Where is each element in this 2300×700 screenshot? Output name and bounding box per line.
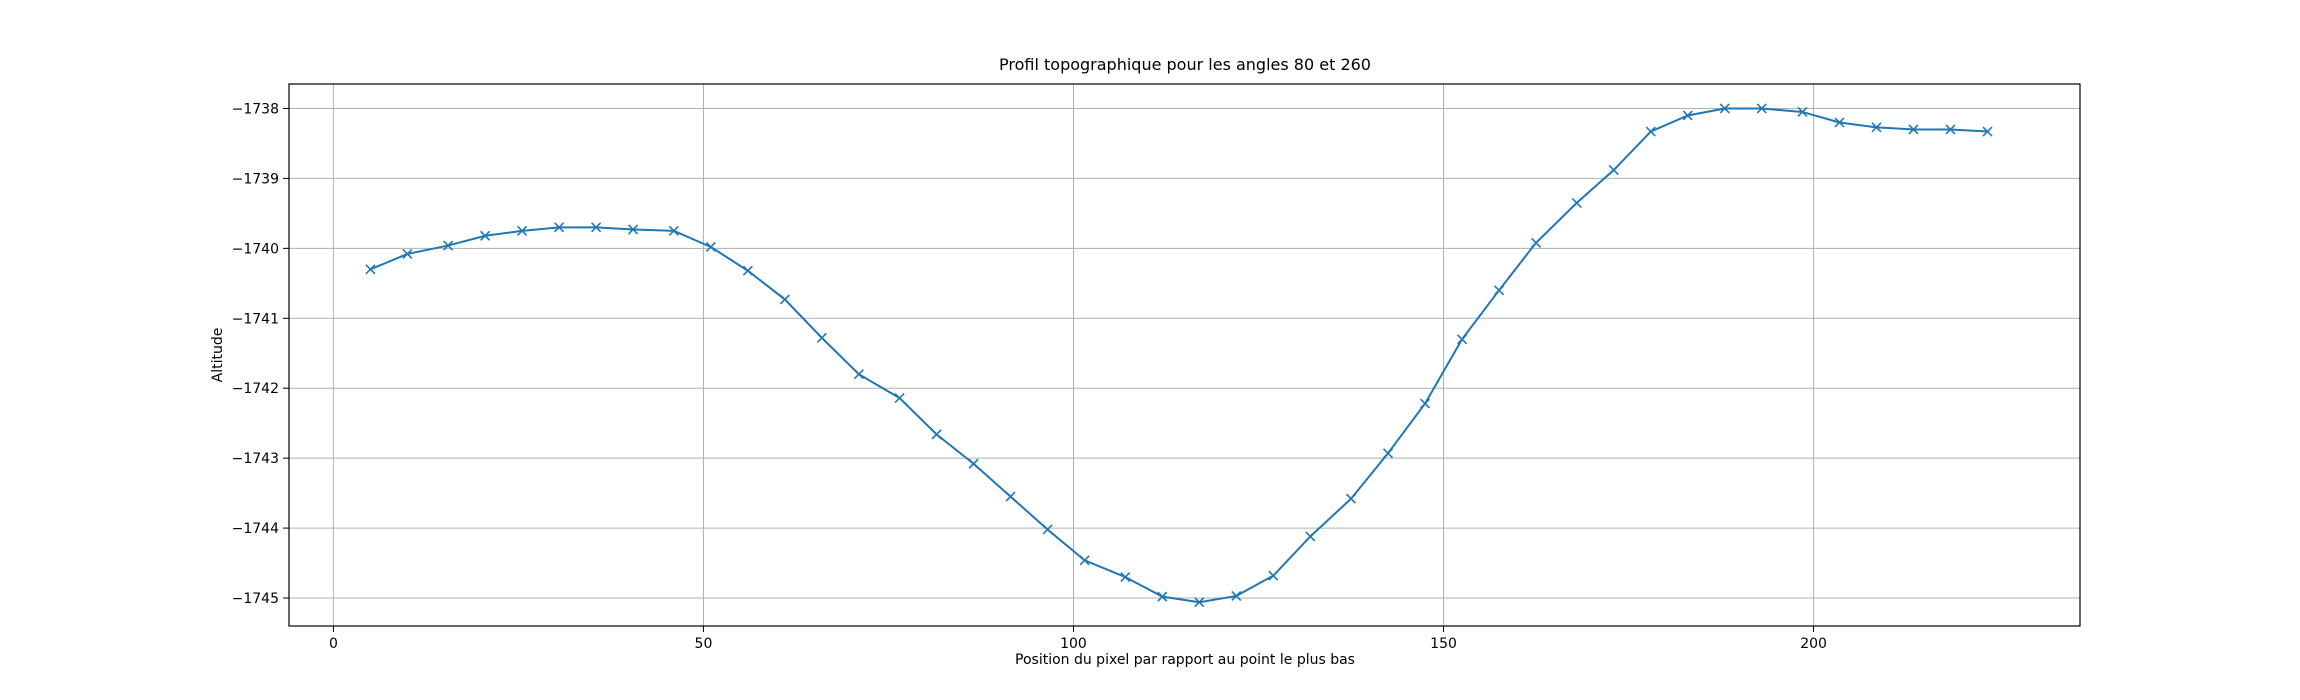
data-point-marker (853, 369, 864, 380)
data-point-marker (628, 224, 639, 235)
y-tick-label: −1744 (232, 521, 279, 537)
data-point-marker (443, 240, 454, 251)
y-tick-label: −1743 (232, 451, 279, 467)
y-tick-label: −1742 (232, 381, 279, 397)
data-point-marker (1756, 103, 1767, 114)
data-point-marker (816, 332, 827, 343)
data-point-marker (1419, 398, 1431, 409)
data-point-marker (742, 265, 753, 276)
data-point-marker (365, 264, 376, 275)
data-point-marker (968, 458, 979, 469)
data-point-marker (1571, 197, 1582, 208)
y-tick-label: −1740 (232, 241, 279, 257)
data-point-marker (1231, 590, 1242, 601)
data-point-marker (1797, 106, 1808, 118)
data-point-marker (1682, 110, 1693, 121)
data-point-marker (1120, 571, 1131, 583)
data-point-marker (1005, 491, 1016, 502)
data-point-marker (1645, 126, 1656, 137)
data-point-marker (1157, 591, 1168, 602)
data-point-marker (1382, 448, 1394, 459)
grid-lines (289, 84, 2080, 626)
y-tick-label: −1741 (232, 311, 279, 327)
x-axis-label: Position du pixel par rapport au point l… (1015, 652, 1355, 668)
data-point-marker (1194, 597, 1205, 608)
data-point-marker (480, 230, 491, 241)
data-point-marker (517, 225, 528, 236)
data-point-marker (1345, 493, 1357, 504)
data-point-marker (668, 225, 679, 236)
y-tick-label: −1739 (232, 171, 279, 187)
data-point-marker (1530, 237, 1542, 248)
x-tick-label: 100 (1060, 636, 1087, 652)
data-point-marker (1305, 531, 1316, 542)
data-point-marker (1042, 524, 1053, 535)
x-tick-label: 200 (1800, 636, 1827, 652)
data-point-marker (1982, 126, 1993, 137)
y-tick-label: −1745 (232, 591, 279, 607)
data-point-marker (1908, 124, 1919, 135)
y-axis-ticks: −1738 −1739 −1740 −1741 −1742 −1743 −1744 −1745 (232, 101, 289, 607)
x-axis-ticks: 0 50 100 150 200 (329, 626, 1827, 652)
data-point-marker (591, 222, 602, 233)
plot-frame (288, 83, 2081, 627)
chart-title: Profil topographique pour les angles 80 … (999, 55, 1371, 74)
data-point-marker (1456, 334, 1468, 345)
series-line (370, 107, 1988, 604)
data-point-marker (1268, 570, 1279, 581)
data-point-marker (1493, 285, 1505, 296)
series-layer (365, 103, 1993, 608)
data-point-marker (1719, 103, 1730, 114)
data-point-marker (1871, 122, 1882, 133)
data-point-marker (1608, 164, 1619, 176)
data-point-marker (1945, 124, 1956, 135)
x-tick-label: 50 (695, 636, 713, 652)
data-point-marker (1834, 117, 1845, 128)
data-point-marker (779, 294, 790, 305)
y-axis-label: Altitude (210, 328, 226, 383)
x-tick-label: 0 (329, 636, 338, 652)
x-tick-label: 150 (1430, 636, 1457, 652)
data-point-marker (894, 392, 905, 404)
data-point-marker (554, 222, 565, 233)
data-point-marker (1079, 555, 1090, 566)
y-tick-label: −1738 (232, 101, 279, 117)
data-point-marker (402, 248, 413, 260)
data-point-marker (705, 241, 716, 253)
data-point-marker (931, 429, 942, 440)
